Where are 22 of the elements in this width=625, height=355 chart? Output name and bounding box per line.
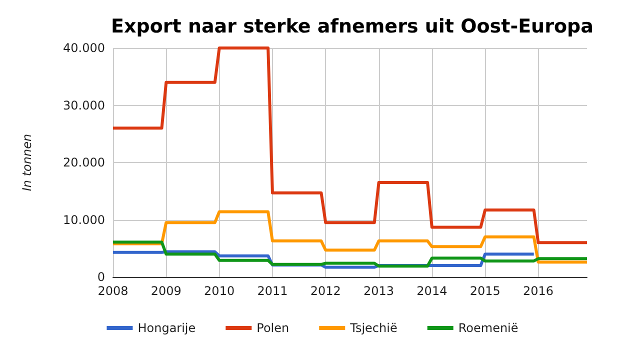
y-tick-label: 20.000: [63, 156, 105, 170]
x-tick-label: 2016: [522, 284, 554, 298]
x-tick-label: 2008: [98, 284, 128, 298]
y-axis-title: In tonnen: [20, 134, 34, 192]
line-series: [112, 240, 588, 268]
x-tick-label: 2014: [416, 284, 448, 298]
legend-label: Hongarije: [138, 321, 196, 335]
y-tick-label: 0: [97, 270, 105, 284]
x-tick-label: 2012: [310, 284, 341, 298]
chart-title: Export naar sterke afnemers uit Oost-Europa: [111, 16, 594, 38]
x-tick-label: 2013: [364, 284, 394, 298]
x-tick-label: 2009: [150, 284, 182, 298]
x-tick-label: 2010: [204, 284, 235, 298]
legend-label: Roemenië: [458, 321, 518, 335]
line-series: [112, 210, 588, 264]
x-tick-label: 2015: [470, 284, 500, 298]
y-tick-label: 30.000: [63, 98, 105, 112]
x-tick-label: 2011: [257, 284, 288, 298]
legend-label: Tsjechië: [349, 321, 398, 335]
y-tick-label: 40.000: [63, 41, 105, 55]
legend-label: Polen: [256, 321, 290, 335]
y-tick-label: 10.000: [63, 212, 105, 227]
